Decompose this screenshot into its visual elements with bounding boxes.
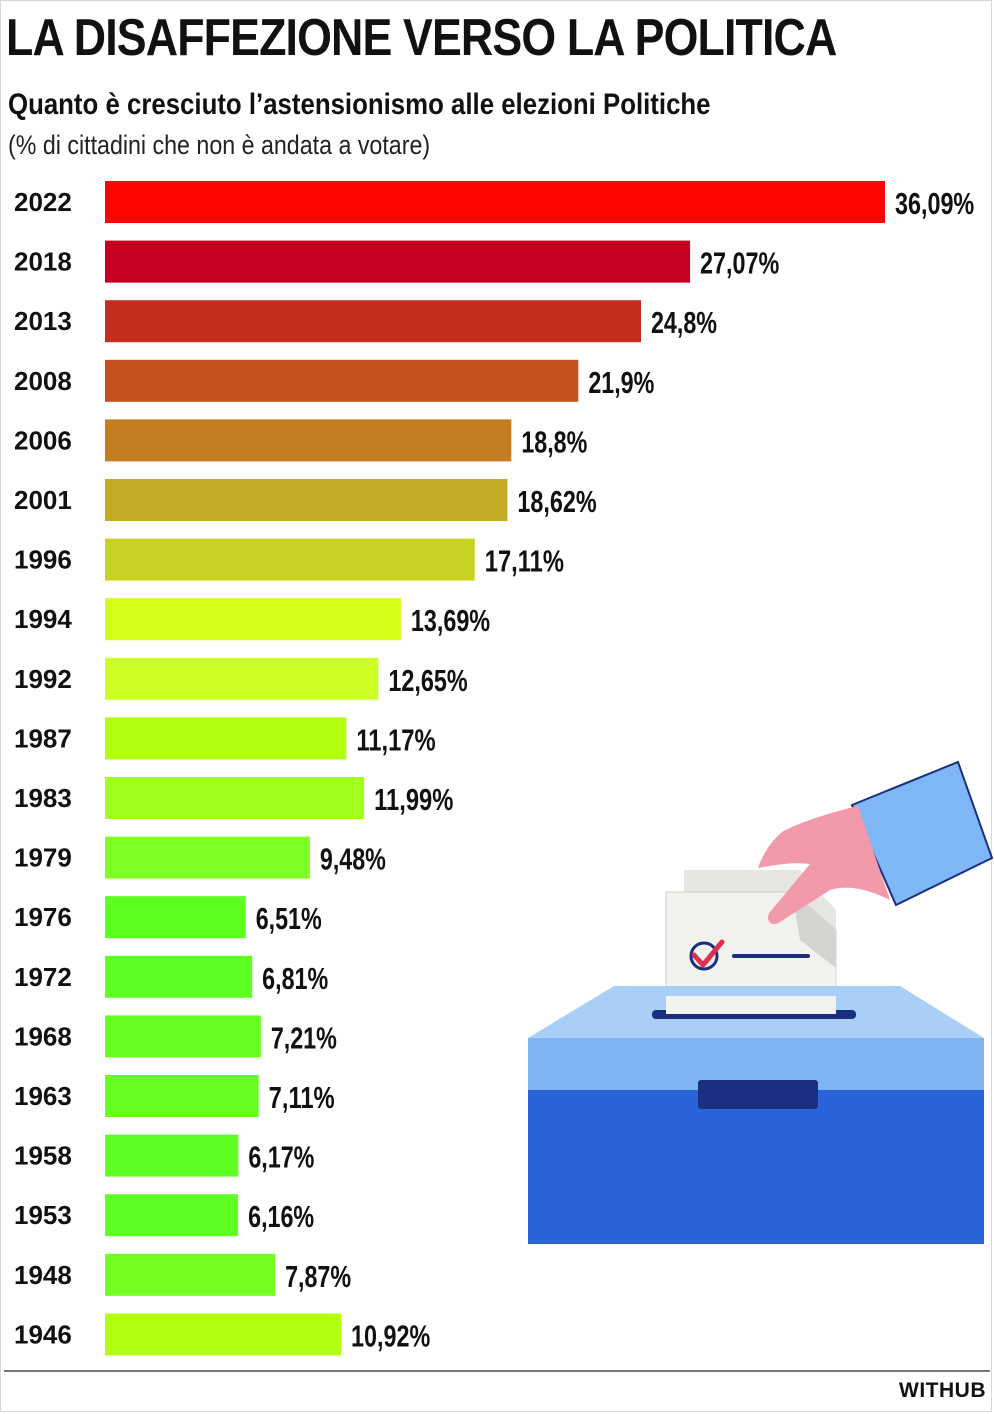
bar-1979 (105, 836, 310, 879)
box-front-slot (698, 1080, 818, 1109)
value-label: 12,65% (388, 663, 467, 698)
category-label: 2013 (14, 306, 72, 336)
checkbox-checked-icon (689, 941, 719, 971)
bar-1946 (105, 1313, 342, 1356)
category-label: 2006 (14, 425, 72, 455)
value-label: 27,07% (700, 246, 779, 281)
category-label: 1987 (14, 723, 72, 753)
value-label: 6,17% (248, 1140, 314, 1175)
bar-1994 (105, 598, 401, 641)
category-label: 1994 (14, 604, 72, 634)
value-label: 17,11% (485, 544, 564, 579)
category-label: 1958 (14, 1141, 72, 1171)
paper-in-slot (666, 996, 836, 1014)
value-label: 6,51% (256, 901, 322, 936)
bar-1968 (105, 1015, 261, 1058)
ballot-box-illustration (528, 760, 994, 1244)
category-label: 1996 (14, 545, 72, 575)
value-label: 7,11% (269, 1080, 335, 1115)
chart-subtitle: Quanto è cresciuto l’astensionismo alle … (8, 88, 711, 121)
category-label: 1972 (14, 962, 72, 992)
category-label: 2008 (14, 366, 72, 396)
value-label: 18,8% (521, 424, 587, 459)
chart-note: (% di cittadini che non è andata a votar… (8, 130, 431, 160)
category-label: 1953 (14, 1200, 72, 1230)
checkmark-icon (691, 939, 725, 968)
category-label: 1983 (14, 783, 72, 813)
bar-2001 (105, 479, 508, 521)
value-label: 6,81% (262, 961, 328, 996)
paper-fold (792, 892, 836, 968)
value-label: 7,87% (285, 1259, 351, 1294)
category-label: 1948 (14, 1260, 72, 1290)
category-label: 1968 (14, 1021, 72, 1051)
bar-1948 (105, 1253, 276, 1296)
bar-1963 (105, 1075, 259, 1117)
value-label: 11,99% (374, 782, 453, 817)
bar-2013 (105, 300, 641, 343)
bar-2006 (105, 419, 512, 462)
sleeve-shape (850, 760, 994, 907)
value-label: 11,17% (356, 722, 435, 757)
category-label: 1992 (14, 664, 72, 694)
value-label: 13,69% (411, 603, 490, 638)
category-label: 1963 (14, 1081, 72, 1111)
value-label: 7,21% (271, 1020, 337, 1055)
credit-label: WITHUB (899, 1379, 986, 1402)
value-label: 6,16% (248, 1199, 314, 1234)
category-label: 2022 (14, 187, 72, 217)
category-label: 1979 (14, 843, 72, 873)
bar-1972 (105, 955, 253, 998)
category-label: 1976 (14, 902, 72, 932)
chart-title: LA DISAFFEZIONE VERSO LA POLITICA (6, 9, 837, 67)
bar-2018 (105, 240, 691, 283)
bars-group: 2022 36,09% 2018 27,07% 2013 24,8% 2008 21,9% 20… (14, 181, 974, 1356)
bar-2022 (105, 181, 885, 223)
value-label: 21,9% (588, 365, 654, 400)
value-label: 9,48% (320, 842, 386, 877)
value-label: 10,92% (351, 1318, 430, 1353)
box-front (528, 1090, 984, 1244)
bar-1987 (105, 717, 347, 760)
category-label: 2018 (14, 247, 72, 277)
bar-1976 (105, 896, 246, 939)
bar-1953 (105, 1194, 239, 1237)
value-label: 36,09% (895, 186, 974, 221)
category-label: 2001 (14, 485, 72, 515)
bar-1992 (105, 657, 379, 700)
footer-divider (4, 1370, 990, 1372)
bar-2008 (105, 359, 579, 402)
value-label: 24,8% (651, 305, 717, 340)
bar-1983 (105, 777, 365, 819)
bar-1996 (105, 538, 475, 581)
value-label: 18,62% (517, 484, 596, 519)
bar-1958 (105, 1134, 239, 1177)
hand-shape (758, 806, 890, 925)
category-label: 1946 (14, 1319, 72, 1349)
